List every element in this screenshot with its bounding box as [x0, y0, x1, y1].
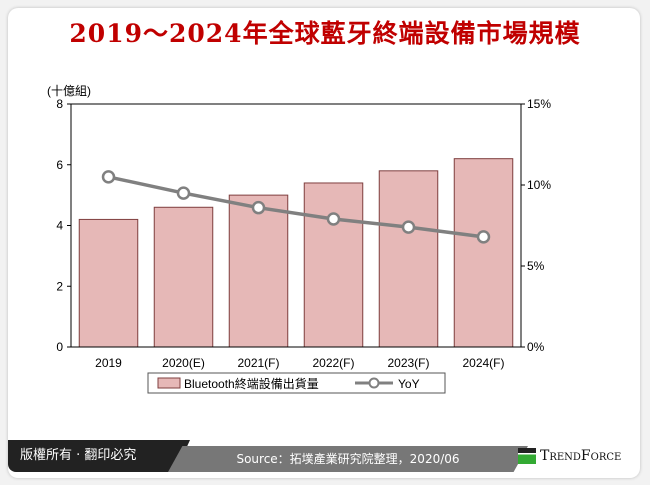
legend-bar-label: Bluetooth終端設備出貨量 — [184, 376, 319, 391]
y-tick-label: 4 — [56, 219, 63, 233]
legend-line-label: YoY — [398, 377, 420, 391]
source-text: Source：拓墣產業研究院整理，2020/06 — [168, 446, 528, 472]
legend-bar-swatch — [157, 377, 181, 389]
trendforce-logo-icon — [518, 448, 536, 464]
x-tick-label: 2024(F) — [462, 356, 504, 370]
bar — [153, 206, 214, 348]
bar — [228, 194, 289, 348]
y-tick-label: 8 — [56, 97, 63, 111]
yoy-point — [176, 186, 191, 200]
y2-tick-label: 5% — [527, 259, 545, 273]
x-tick-label: 2023(F) — [387, 356, 429, 370]
chart-title: 2019～2024年全球藍牙終端設備市場規模 — [69, 19, 581, 48]
y-tick-label: 6 — [56, 158, 63, 172]
y-tick-label: 0 — [56, 340, 63, 354]
x-tick-label: 2021(F) — [237, 356, 279, 370]
y2-tick-label: 0% — [527, 340, 545, 354]
x-tick-label: 2020(E) — [162, 356, 205, 370]
y-axis-label: (十億組) — [47, 84, 91, 98]
plot-frame — [70, 103, 522, 348]
bar — [453, 158, 514, 348]
legend: Bluetooth終端設備出貨量 YoY — [147, 372, 446, 394]
y2-tick-label: 10% — [527, 178, 551, 192]
legend-line-marker — [368, 377, 380, 389]
bar — [378, 170, 439, 348]
y-tick-label: 2 — [56, 279, 63, 293]
y2-tick-label: 15% — [527, 97, 551, 111]
yoy-point — [401, 220, 416, 234]
bar — [303, 182, 364, 348]
x-tick-label: 2022(F) — [312, 356, 354, 370]
yoy-point — [251, 200, 266, 215]
copyright-text: 版權所有 · 翻印必究 — [8, 440, 190, 472]
footer: 版權所有 · 翻印必究 Source：拓墣產業研究院整理，2020/06 Tre… — [8, 440, 640, 472]
yoy-line — [108, 175, 484, 239]
yoy-point — [326, 212, 341, 226]
x-tick-label: 2019 — [95, 356, 122, 370]
brand-logo: TrendForce — [518, 440, 640, 472]
yoy-point — [476, 230, 491, 244]
brand-name: TrendForce — [540, 448, 622, 464]
bar — [78, 218, 139, 348]
yoy-point — [101, 170, 116, 184]
